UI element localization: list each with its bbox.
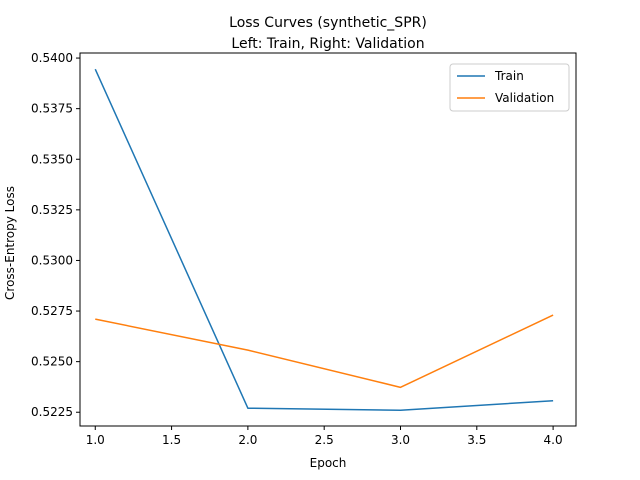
series-line-train xyxy=(94,68,554,411)
x-tick-label: 1.0 xyxy=(86,433,105,447)
y-tick-label: 0.5375 xyxy=(31,102,73,116)
x-tick-label: 3.0 xyxy=(391,433,410,447)
x-axis-label: Epoch xyxy=(310,456,347,470)
y-tick-label: 0.5350 xyxy=(31,152,73,166)
legend-label-validation: Validation xyxy=(495,91,554,105)
axes-frame xyxy=(79,52,577,427)
legend-label-train: Train xyxy=(494,69,524,83)
x-tick-label: 2.5 xyxy=(315,433,334,447)
y-tick-label: 0.5250 xyxy=(31,355,73,369)
y-tick-label: 0.5325 xyxy=(31,203,73,217)
y-tick-label: 0.5400 xyxy=(31,51,73,65)
y-tick-label: 0.5300 xyxy=(31,253,73,267)
y-tick-label: 0.5225 xyxy=(31,405,73,419)
series-line-validation xyxy=(95,314,554,389)
x-tick-label: 2.0 xyxy=(238,433,257,447)
chart-title-line1: Loss Curves (synthetic_SPR) xyxy=(229,15,427,31)
y-tick-label: 0.5275 xyxy=(31,304,73,318)
x-tick-label: 3.5 xyxy=(467,433,486,447)
x-tick-label: 4.0 xyxy=(544,433,563,447)
x-tick-label: 1.5 xyxy=(162,433,181,447)
plot-area: 1.0 1.5 2.0 2.5 3.0 3.5 4.0 0.5225 0.5250 0.5275 0… xyxy=(31,51,563,447)
legend: Train Validation xyxy=(449,63,570,112)
chart-title-line2: Left: Train, Right: Validation xyxy=(231,36,424,52)
y-axis-label: Cross-Entropy Loss xyxy=(3,186,17,300)
